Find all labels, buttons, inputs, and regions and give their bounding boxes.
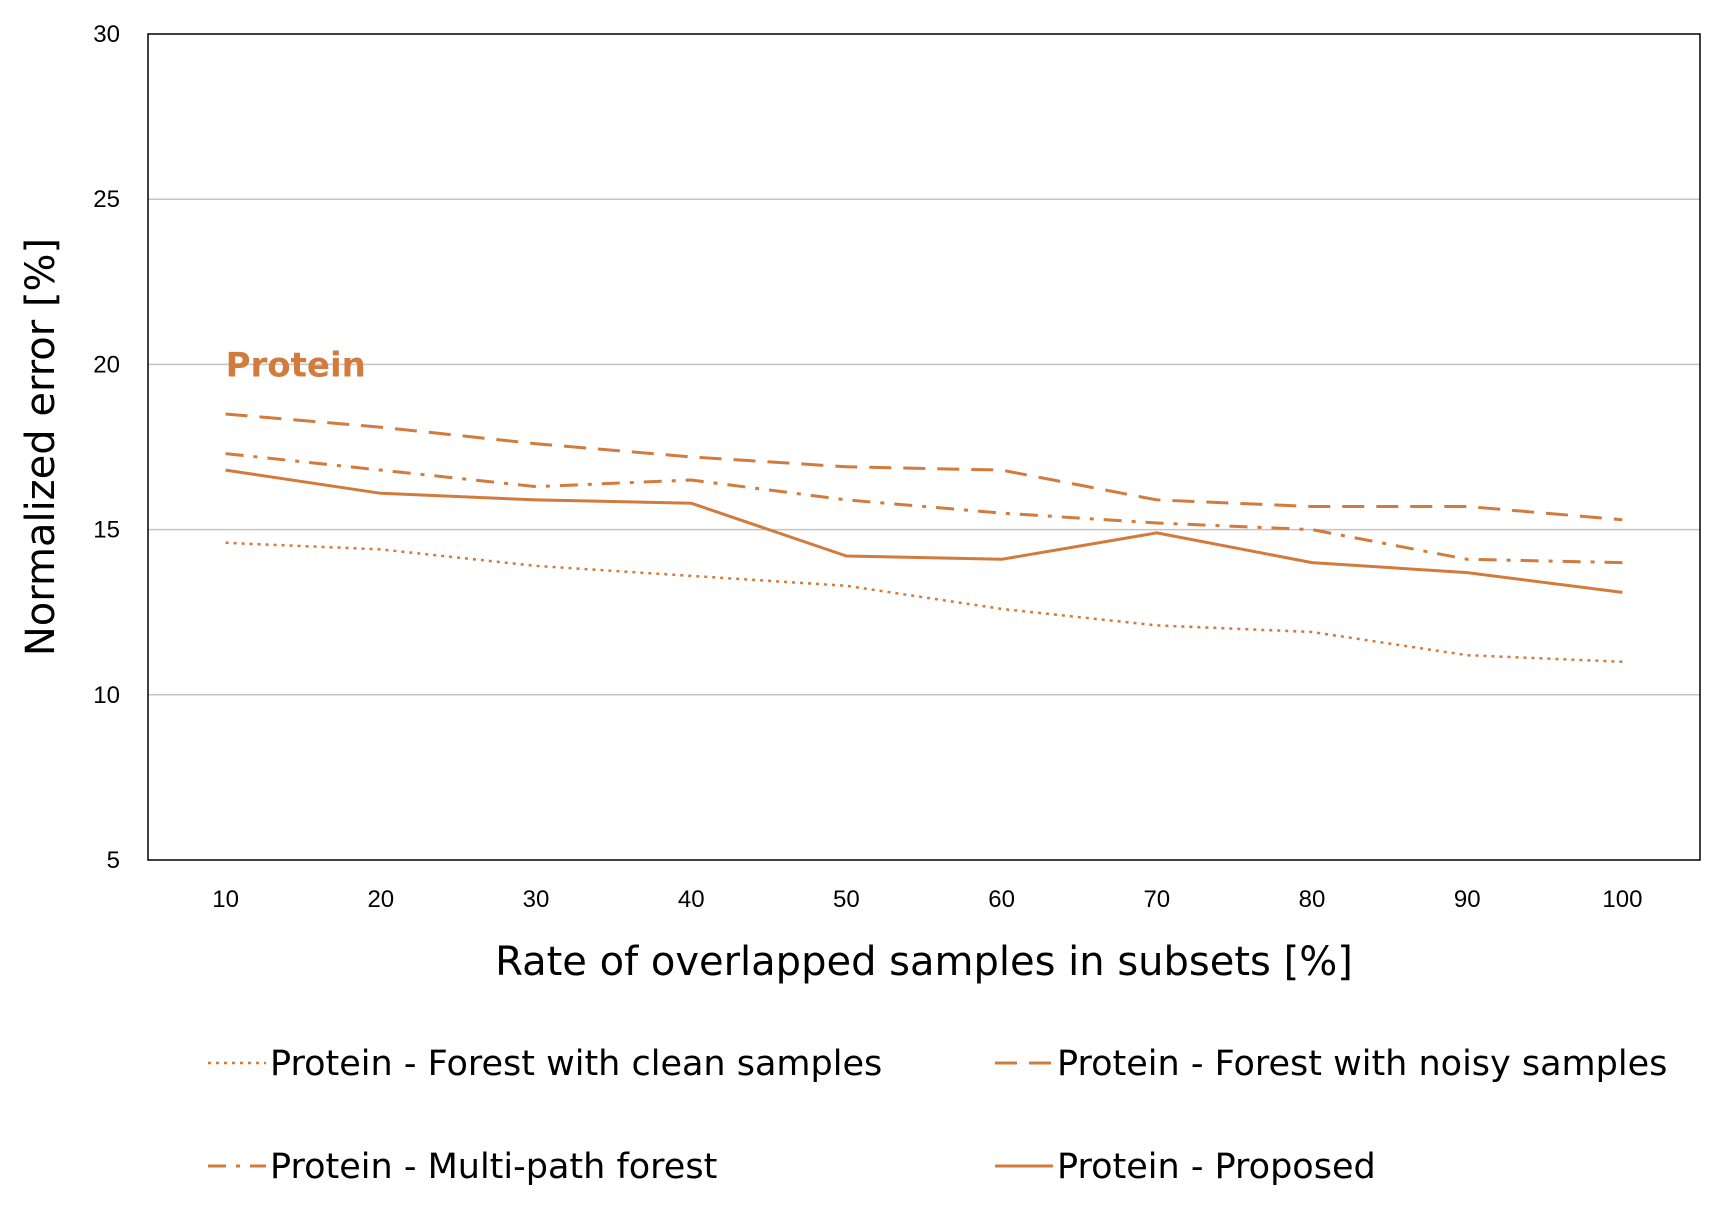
legend-label: Protein - Forest with noisy samples (1057, 1044, 1667, 1084)
y-tick-label: 30 (93, 21, 120, 48)
x-tick-label: 10 (212, 886, 239, 913)
legend-label: Protein - Multi-path forest (270, 1147, 717, 1187)
x-tick-label: 50 (833, 886, 860, 913)
y-axis-ticks: 5 10 15 20 25 30 (93, 21, 120, 874)
y-axis-title: Normalized error [%] (18, 238, 64, 656)
series-lines (225, 412, 1623, 664)
series-line (225, 541, 1623, 664)
y-tick-label: 5 (107, 847, 120, 874)
x-tick-label: 70 (1143, 886, 1170, 913)
y-tick-label: 10 (93, 682, 120, 709)
legend-label: Protein - Proposed (1057, 1147, 1376, 1187)
legend: Protein - Forest with clean samples Prote… (208, 1044, 1667, 1187)
chart-annotation: Protein (226, 345, 366, 385)
x-tick-label: 40 (678, 886, 705, 913)
gridlines (148, 198, 1700, 696)
x-tick-label: 30 (523, 886, 550, 913)
x-axis-title: Rate of overlapped samples in subsets [%… (495, 939, 1353, 985)
series-line (225, 452, 1623, 565)
x-tick-label: 80 (1299, 886, 1326, 913)
x-axis-ticks: 10 20 30 40 50 60 70 80 90 100 (212, 886, 1642, 913)
plot-area (147, 33, 1701, 861)
y-tick-label: 25 (93, 186, 120, 213)
y-tick-label: 20 (93, 351, 120, 378)
x-tick-label: 100 (1602, 886, 1642, 913)
series-line (225, 412, 1623, 522)
x-tick-label: 60 (988, 886, 1015, 913)
x-tick-label: 90 (1454, 886, 1481, 913)
y-tick-label: 15 (93, 517, 120, 544)
x-tick-label: 20 (367, 886, 394, 913)
legend-label: Protein - Forest with clean samples (270, 1044, 882, 1084)
series-line (225, 468, 1623, 594)
